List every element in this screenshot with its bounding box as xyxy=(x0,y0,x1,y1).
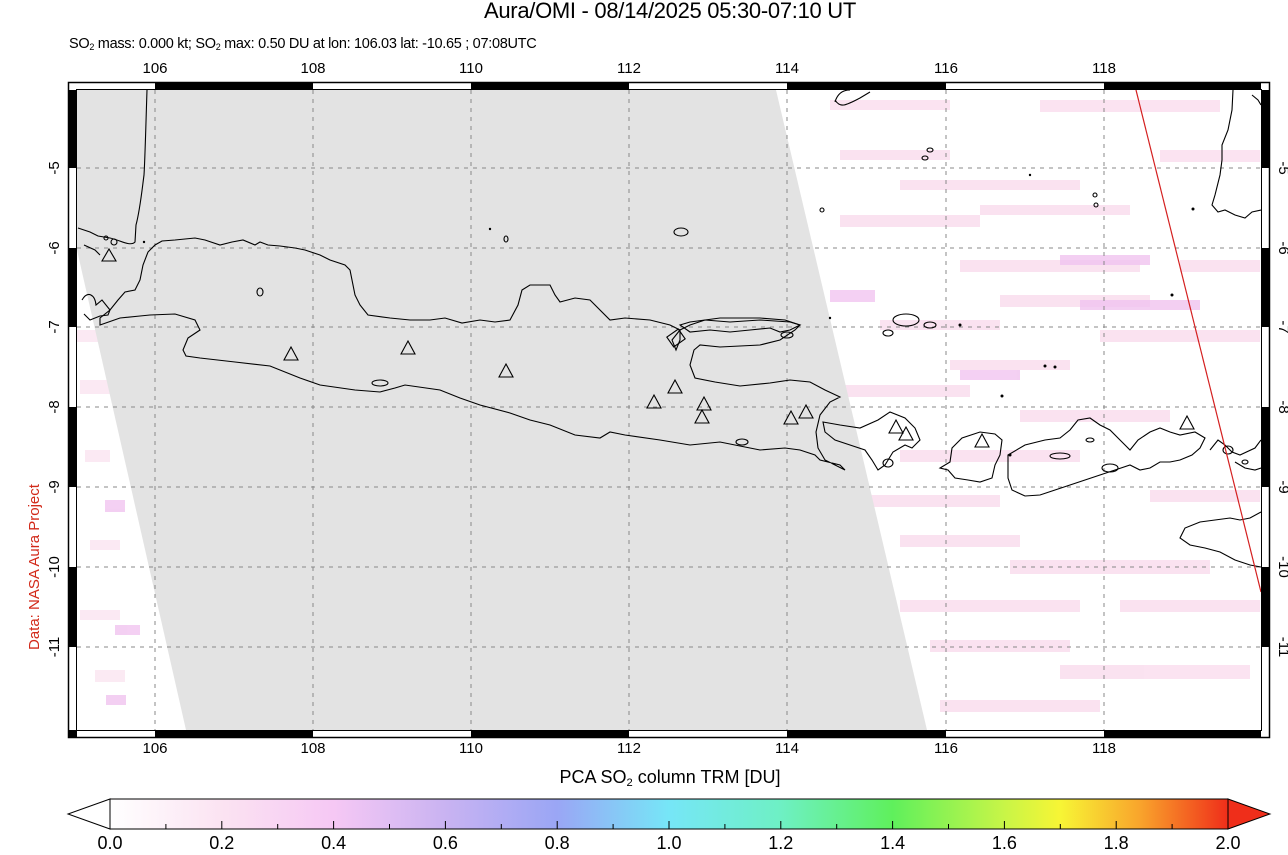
lat-tick-left: -8 xyxy=(46,400,63,414)
volcano-triangle-icon xyxy=(694,408,710,424)
colorbar-label: 1.2 xyxy=(768,833,794,853)
colorbar xyxy=(66,798,1272,830)
lon-tick-bottom: 106 xyxy=(142,740,168,757)
colorbar-label: 1.4 xyxy=(880,833,906,853)
colorbar-label: 0.2 xyxy=(209,833,235,853)
coastlines xyxy=(77,90,1261,568)
lat-tick-right: -8 xyxy=(1275,400,1288,414)
so2-pixels xyxy=(830,100,1260,712)
volcano-triangle-icon xyxy=(974,432,990,448)
volcano-markers xyxy=(101,247,1195,448)
volcano-triangle-icon xyxy=(667,378,683,394)
volcano-triangle-icon xyxy=(696,395,712,411)
chart-title: Aura/OMI - 08/14/2025 05:30-07:10 UT xyxy=(484,0,856,23)
colorbar-under-arrow xyxy=(66,798,111,830)
colorbar-over-arrow xyxy=(1227,798,1272,830)
volcano-triangle-icon xyxy=(898,425,914,441)
lat-tick-right: -5 xyxy=(1275,161,1288,175)
colorbar-label: 0.0 xyxy=(97,833,123,853)
lon-tick-bottom: 114 xyxy=(775,740,799,757)
colorbar-label: 0.4 xyxy=(321,833,347,853)
lat-tick-right: -7 xyxy=(1275,320,1288,334)
lat-tick-left: -6 xyxy=(46,241,63,255)
lon-tick-top: 106 xyxy=(142,60,168,77)
lon-tick-top: 116 xyxy=(934,60,958,77)
colorbar-label: 0.8 xyxy=(544,833,570,853)
colorbar-label: 1.6 xyxy=(991,833,1017,853)
lon-tick-bottom: 108 xyxy=(300,740,326,757)
lon-tick-bottom: 118 xyxy=(1092,740,1116,757)
plot-area xyxy=(77,90,1261,730)
graticule xyxy=(77,90,1261,730)
colorbar-label: 1.8 xyxy=(1103,833,1129,853)
lat-tick-left: -10 xyxy=(46,556,63,578)
volcano-triangle-icon xyxy=(283,345,299,361)
volcano-triangle-icon xyxy=(400,339,416,355)
volcano-triangle-icon xyxy=(798,403,814,419)
volcano-triangle-icon xyxy=(101,247,117,262)
colorbar-label: 2.0 xyxy=(1215,833,1241,853)
lon-tick-bottom: 112 xyxy=(617,740,641,757)
colorbar-label: 0.6 xyxy=(432,833,458,853)
volcano-triangle-icon xyxy=(783,409,799,425)
volcano-triangle-icon xyxy=(498,362,514,378)
lat-tick-right: -10 xyxy=(1275,556,1288,578)
colorbar-label: 1.0 xyxy=(656,833,682,853)
orbit-track-line xyxy=(1135,90,1261,593)
lon-tick-top: 112 xyxy=(617,60,641,77)
lon-tick-top: 118 xyxy=(1092,60,1116,77)
volcano-triangle-icon xyxy=(646,393,662,409)
lat-tick-right: -9 xyxy=(1275,480,1288,494)
lon-tick-bottom: 110 xyxy=(459,740,483,757)
volcano-triangle-icon xyxy=(888,418,904,434)
lat-tick-left: -9 xyxy=(46,480,63,494)
volcano-triangle-icon xyxy=(1179,414,1195,430)
colorbar-title: PCA SO2 column TRM [DU] xyxy=(559,767,781,789)
lat-tick-left: -7 xyxy=(46,320,63,334)
lon-tick-bottom: 116 xyxy=(934,740,958,757)
map-frame xyxy=(67,81,1271,739)
islets xyxy=(142,173,1195,457)
no-data-swath xyxy=(77,90,927,730)
so2-pixels-strong xyxy=(105,255,1200,705)
lat-tick-left: -11 xyxy=(46,636,63,658)
lat-tick-left: -5 xyxy=(46,161,63,175)
lat-tick-right: -6 xyxy=(1275,241,1288,255)
chart-subtitle: SO2 mass: 0.000 kt; SO2 max: 0.50 DU at … xyxy=(69,36,537,53)
lon-tick-top: 110 xyxy=(459,60,483,77)
lon-tick-top: 114 xyxy=(775,60,799,77)
lat-tick-right: -11 xyxy=(1275,636,1288,658)
lon-tick-top: 108 xyxy=(300,60,326,77)
